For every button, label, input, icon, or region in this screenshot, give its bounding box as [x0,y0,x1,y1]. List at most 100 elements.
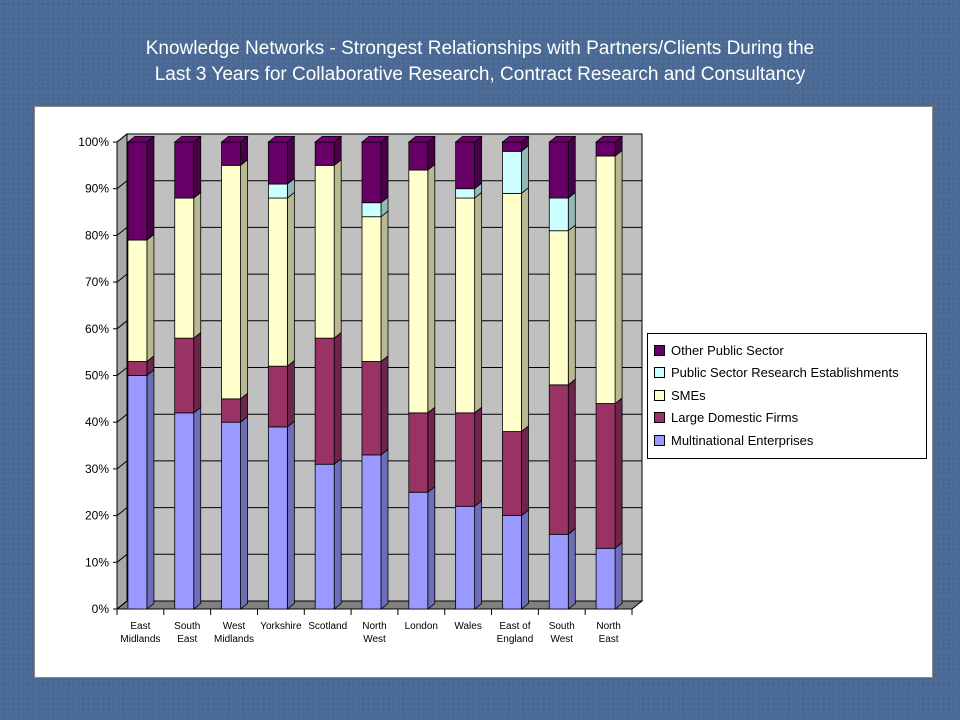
bar-segment [221,158,248,400]
bar-segment [174,191,202,339]
bar-segment [361,210,389,363]
bar-segment-front [548,197,569,232]
bar-segment-side [380,448,389,610]
chart-area: 0% 10% 20% 30% 40% 50% 60% 70% 80% 90% 100% East Mid… [34,106,933,678]
bar-segment-front [361,361,382,456]
x-tick-label: East [599,634,619,645]
bar-segment-side [567,527,576,610]
bar-segment-front [502,192,522,432]
x-tick-label: West [550,634,573,645]
bar-segment-front [174,141,195,199]
bar-segment [127,369,155,610]
bar-segment-side [614,397,623,550]
bar-segment [502,509,529,610]
bar-segment [314,457,342,610]
bar-segment-front [314,463,335,610]
bar-segment [595,541,623,610]
bar-segment-side [286,191,295,367]
x-tick-label: North [596,621,620,632]
bar-segment [455,499,483,610]
bar-segment-front [361,454,382,610]
bar-segment-front [408,491,429,610]
bar-segment-front [174,412,195,610]
bar-segment-front [455,188,476,199]
y-tick-label: 50% [85,369,109,383]
legend-swatch [654,389,665,401]
x-tick-label: East of [499,621,530,632]
bar-segment-front [314,337,335,465]
x-tick-label: Wales [454,621,481,632]
legend-item: SMEs [654,384,926,407]
legend-item: Other Public Sector [654,339,926,362]
y-tick-label: 80% [85,228,109,242]
bar-segment-front [361,141,382,204]
bar-segment [267,420,295,610]
bar-segment [455,191,483,414]
bar-segment-side [193,191,202,339]
x-tick-label: West [363,634,386,645]
bar-segment [361,355,389,456]
bar-segment-front [408,169,429,414]
bar-segment [267,135,295,185]
bar-segment-front [455,197,476,414]
y-tick-label: 10% [85,555,109,569]
legend-item: Large Domestic Firms [654,407,926,430]
bar-segment-front [548,533,569,610]
bar-segment-side [333,158,342,339]
bar-segment-side [146,135,155,241]
bar-segment-side [427,406,436,494]
stacked-bar-chart: 0% 10% 20% 30% 40% 50% 60% 70% 80% 90% 100% East Mid… [78,132,644,645]
bar-segment [595,397,623,550]
legend-label: Multinational Enterprises [671,432,814,448]
gridline [116,133,642,143]
bar-segment-side [474,191,483,414]
bar-segment-side [193,331,202,414]
legend-label: Public Sector Research Establishments [671,365,899,381]
bar-segment-side [380,355,389,456]
bar-segment-side [474,406,483,508]
bar-segment [548,135,576,199]
bar-segment-front [127,141,148,241]
bar-segment-front [408,141,429,171]
bar-segment-front [267,365,288,428]
bar-segment-front [221,421,241,610]
bar-segment [408,163,436,414]
bar-segment [548,224,576,386]
bar-segment [595,149,623,405]
bar-segment-front [221,398,241,423]
bar-segment [127,355,155,377]
bar-segment [408,135,436,171]
bar-top-cap [314,135,343,143]
bar-segment-front [174,197,195,339]
bar-segment [548,527,576,610]
bar-segment-side [521,186,529,433]
bar-segment-side [240,158,248,400]
bar-segment-front [314,164,335,339]
bar-top-cap [594,135,624,143]
x-tick-label: Yorkshire [260,621,302,632]
bar-segment [455,406,483,508]
bar-segment [548,191,576,232]
bar-segment [548,378,576,536]
bar-segment [502,186,529,433]
bar-segment-front [548,230,569,386]
bar-segment [361,135,389,204]
bar-segment-side [427,485,436,610]
bar-segment-front [502,431,522,517]
bar-segment [408,485,436,610]
x-tick-label: England [497,634,534,645]
bar-segment-front [221,164,241,400]
bar-segment-side [427,163,436,414]
legend-swatch [654,367,665,379]
bar-segment [361,448,389,610]
bar-top-cap [501,135,530,143]
y-tick-label: 60% [85,322,109,336]
bar-segment-front [174,337,195,414]
bar-segment-front [267,197,288,367]
bar-segment [174,406,202,610]
bar-segment [267,191,295,367]
bar-segment-side [286,359,295,428]
bar-top-cap [360,135,390,143]
legend-swatch [654,434,665,446]
bar-segment-front [127,239,148,362]
